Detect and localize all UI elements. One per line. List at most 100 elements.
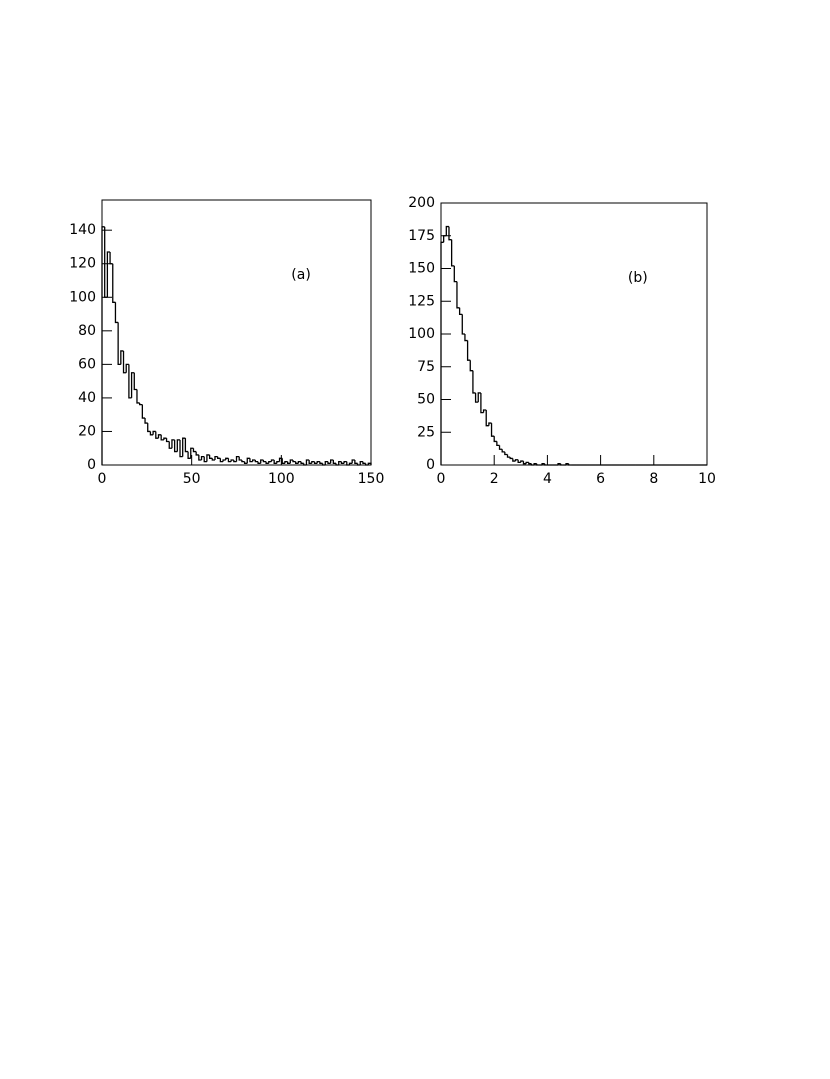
histogram-bin <box>493 436 497 443</box>
histogram-bin <box>257 461 261 464</box>
histogram-bin <box>203 456 207 463</box>
histogram-bin <box>367 462 372 465</box>
histogram-bin <box>190 447 194 459</box>
histogram-bin <box>482 409 487 413</box>
histogram-bin <box>233 459 237 463</box>
plot-frame <box>101 199 372 466</box>
histogram-bin <box>297 460 302 464</box>
histogram-bin <box>208 454 213 459</box>
y-tick-label: 0 <box>426 457 435 473</box>
y-tick-label: 60 <box>78 356 96 372</box>
histogram-bin <box>346 461 350 466</box>
x-tick-label: 8 <box>649 471 658 487</box>
histogram-bin <box>520 460 524 463</box>
histogram-bin <box>506 454 511 458</box>
histogram-bin <box>464 334 468 342</box>
x-tick-label: 100 <box>268 471 295 487</box>
histogram-bin <box>292 459 296 463</box>
histogram-bin <box>308 459 312 464</box>
histogram-bin <box>445 225 449 236</box>
histogram-bin <box>173 439 178 453</box>
histogram-bin <box>440 241 444 465</box>
x-tick-label: 6 <box>596 471 605 487</box>
histogram-bin <box>525 461 529 464</box>
y-tick-label: 20 <box>78 423 96 439</box>
y-tick-label: 140 <box>69 222 96 238</box>
histogram-bin <box>286 461 291 464</box>
histogram-bin <box>450 239 455 267</box>
histogram-bin <box>155 431 159 439</box>
histogram-bin <box>222 459 226 462</box>
histogram-bin <box>509 457 513 460</box>
histogram-bin <box>251 459 256 462</box>
histogram-bin <box>225 457 229 460</box>
histogram-bin <box>359 460 363 465</box>
histogram-bin <box>530 463 535 466</box>
histogram-bin <box>214 455 218 460</box>
histogram-bin <box>364 463 369 466</box>
x-tick-label: 0 <box>98 471 107 487</box>
histogram-bin <box>227 458 232 463</box>
histogram-bin <box>501 449 505 453</box>
histogram-bin <box>348 462 353 465</box>
histogram-bin <box>157 434 162 439</box>
histogram-bin <box>268 460 272 464</box>
histogram-bin <box>458 307 463 315</box>
histogram-bin <box>456 281 460 309</box>
histogram-bin <box>544 463 548 466</box>
x-tick-label: 50 <box>183 471 201 487</box>
histogram-bin <box>254 459 259 463</box>
histogram-bin <box>246 457 250 464</box>
histogram-bin <box>273 459 277 464</box>
histogram-bin <box>321 463 326 466</box>
y-tick-label: 175 <box>408 228 435 244</box>
y-tick-label: 75 <box>417 359 435 375</box>
y-tick-label: 80 <box>78 323 96 339</box>
histogram-bin <box>114 302 119 324</box>
histogram-bin <box>276 460 280 464</box>
histogram-bin <box>104 226 108 298</box>
histogram-bin <box>120 350 124 365</box>
histogram-bin <box>327 461 331 464</box>
histogram-bin <box>340 461 345 464</box>
y-tick-label: 100 <box>408 326 435 342</box>
histogram-bin <box>270 459 275 462</box>
histogram-bin <box>149 431 154 436</box>
histogram-bin <box>187 451 191 459</box>
histogram-bin <box>485 409 489 427</box>
histogram-bin <box>168 441 172 449</box>
histogram-bin <box>311 460 315 464</box>
histogram-bin <box>557 463 561 465</box>
histogram-bin <box>278 457 283 462</box>
histogram-bin <box>514 459 519 462</box>
x-tick-label: 150 <box>358 471 385 487</box>
histogram-bin <box>343 460 347 464</box>
histogram-bin <box>565 463 569 465</box>
histogram-bin <box>330 459 334 464</box>
histogram-bin <box>265 461 269 464</box>
histogram-bin <box>163 437 167 440</box>
histogram-bin <box>474 392 479 403</box>
histogram-bin <box>517 459 521 464</box>
histogram-bin <box>461 314 465 335</box>
histogram-bin <box>152 430 156 435</box>
histogram-bin <box>448 226 452 241</box>
histogram-bin <box>541 463 545 465</box>
histogram-bin <box>324 460 328 465</box>
y-tick-label: 25 <box>417 424 435 440</box>
histogram-bin <box>568 463 572 466</box>
histogram-bin <box>101 226 105 465</box>
histogram-bin <box>472 370 476 394</box>
histogram-bin <box>238 456 242 461</box>
histogram-bin <box>217 456 221 459</box>
histogram-bin <box>332 459 337 464</box>
histogram-bin <box>560 463 564 466</box>
histogram-bin <box>295 461 299 464</box>
y-tick-label: 50 <box>417 392 435 408</box>
histogram-bin <box>144 418 148 424</box>
histogram-bin <box>260 459 264 464</box>
histogram-bin <box>200 455 205 460</box>
histogram-bin <box>443 235 447 243</box>
histogram-bin <box>141 404 146 419</box>
histogram-bin <box>453 265 457 283</box>
